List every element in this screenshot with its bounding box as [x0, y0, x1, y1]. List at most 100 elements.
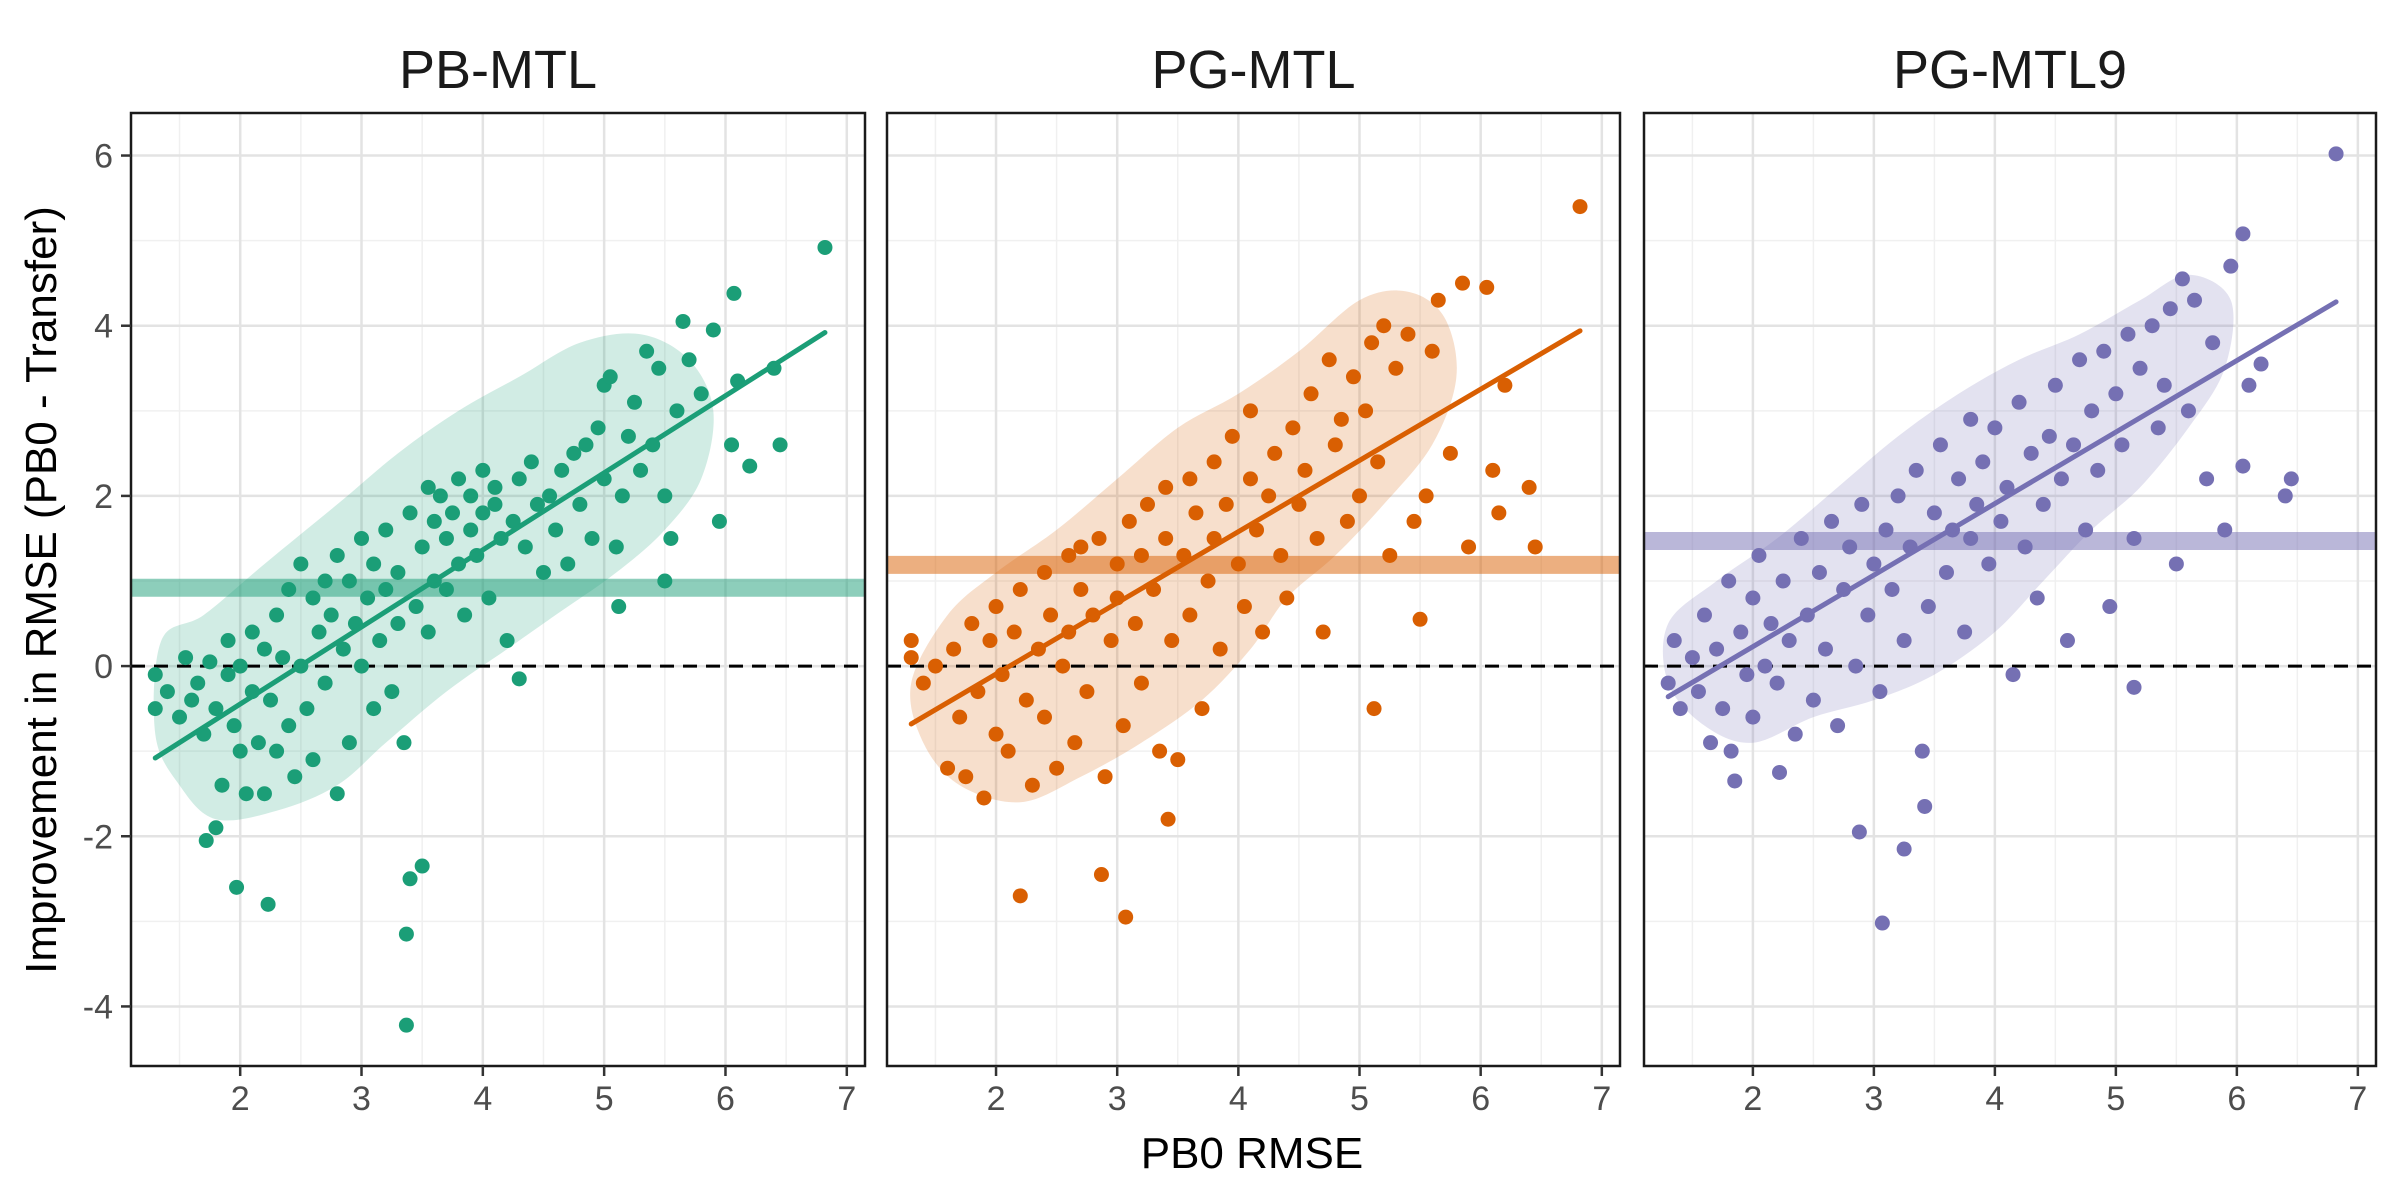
data-point	[1830, 718, 1846, 734]
data-point	[463, 488, 479, 504]
data-point	[529, 496, 545, 512]
data-point	[1055, 658, 1071, 674]
data-point	[354, 658, 370, 674]
data-point	[341, 735, 357, 751]
data-point	[611, 599, 627, 615]
data-point	[256, 786, 272, 802]
x-tick-label: 4	[1229, 1080, 1248, 1118]
data-point	[675, 313, 691, 329]
data-point	[2328, 146, 2344, 162]
data-point	[1073, 582, 1089, 597]
data-point	[1303, 386, 1319, 402]
data-point	[438, 530, 454, 546]
data-point	[475, 462, 491, 478]
data-point	[2066, 437, 2082, 453]
data-point	[2059, 633, 2075, 649]
data-point	[202, 654, 218, 670]
data-point	[360, 590, 376, 606]
data-point	[159, 684, 175, 700]
data-point	[608, 539, 624, 555]
data-point	[378, 582, 394, 597]
data-point	[626, 394, 642, 410]
data-point	[505, 513, 521, 529]
x-tick-label: 2	[987, 1080, 1006, 1118]
data-point	[657, 488, 673, 504]
data-point	[2168, 556, 2184, 572]
data-point	[499, 633, 515, 649]
data-point	[226, 718, 242, 734]
x-tick-label: 5	[595, 1080, 614, 1118]
data-point	[903, 633, 919, 649]
data-point	[2084, 403, 2100, 419]
data-point	[1957, 624, 1973, 640]
data-point	[1255, 624, 1271, 640]
data-point	[1182, 607, 1198, 623]
data-point	[1666, 633, 1682, 649]
data-point	[669, 403, 685, 419]
data-point	[1139, 496, 1155, 512]
x-tick-label: 2	[1743, 1080, 1762, 1118]
facet-title: PG-MTL	[1151, 40, 1355, 100]
x-tick-label: 7	[1592, 1080, 1611, 1118]
data-point	[390, 564, 406, 580]
y-tick-label: -2	[83, 818, 113, 856]
data-point	[1763, 616, 1779, 632]
data-point	[238, 786, 254, 802]
data-point	[2035, 496, 2051, 512]
data-point	[2205, 335, 2221, 351]
data-point	[1723, 743, 1739, 759]
data-point	[1121, 513, 1137, 529]
data-point	[335, 641, 351, 657]
data-point	[390, 616, 406, 632]
trend-line	[1665, 299, 2339, 700]
y-tick-label: 0	[94, 648, 113, 686]
data-point	[1485, 462, 1501, 478]
data-point	[1158, 530, 1174, 546]
panel-border	[1642, 111, 2378, 1068]
density-region	[910, 290, 1457, 803]
data-point	[572, 496, 588, 512]
x-tick-label: 5	[2106, 1080, 2125, 1118]
data-point	[366, 701, 382, 717]
data-point	[1572, 199, 1588, 215]
panel-background	[1644, 113, 2376, 1066]
data-point	[463, 522, 479, 538]
data-point	[1037, 564, 1053, 580]
data-point	[1118, 909, 1134, 925]
data-point	[1497, 377, 1513, 393]
data-point	[2029, 590, 2045, 606]
data-point	[475, 505, 491, 521]
data-point	[566, 445, 582, 461]
data-point	[366, 556, 382, 572]
data-point	[2005, 667, 2021, 683]
data-point	[602, 369, 618, 385]
data-point	[457, 607, 473, 623]
data-point	[1769, 675, 1785, 691]
data-point	[1024, 777, 1040, 793]
data-point	[2132, 360, 2148, 376]
data-point	[1079, 684, 1095, 700]
data-point	[1418, 488, 1434, 504]
data-point	[1358, 403, 1374, 419]
data-point	[287, 769, 303, 785]
data-point	[1878, 522, 1894, 538]
data-point	[178, 650, 194, 666]
data-point	[1158, 479, 1174, 495]
data-point	[250, 735, 266, 751]
data-point	[402, 505, 418, 521]
data-point	[976, 790, 992, 806]
x-tick-label: 6	[716, 1080, 735, 1118]
data-point	[1236, 599, 1252, 615]
data-point	[1987, 420, 2003, 436]
data-point	[772, 437, 788, 453]
data-point	[1781, 633, 1797, 649]
density-region	[1662, 274, 2234, 743]
data-point	[2011, 394, 2027, 410]
data-point	[1315, 624, 1331, 640]
data-point	[1352, 488, 1368, 504]
data-point	[244, 624, 260, 640]
data-point	[1093, 867, 1109, 883]
facet-panel-2: PG-MTL 2 3 4 5 6 7	[885, 40, 1622, 1118]
data-point	[2108, 386, 2124, 402]
data-point	[511, 671, 527, 687]
